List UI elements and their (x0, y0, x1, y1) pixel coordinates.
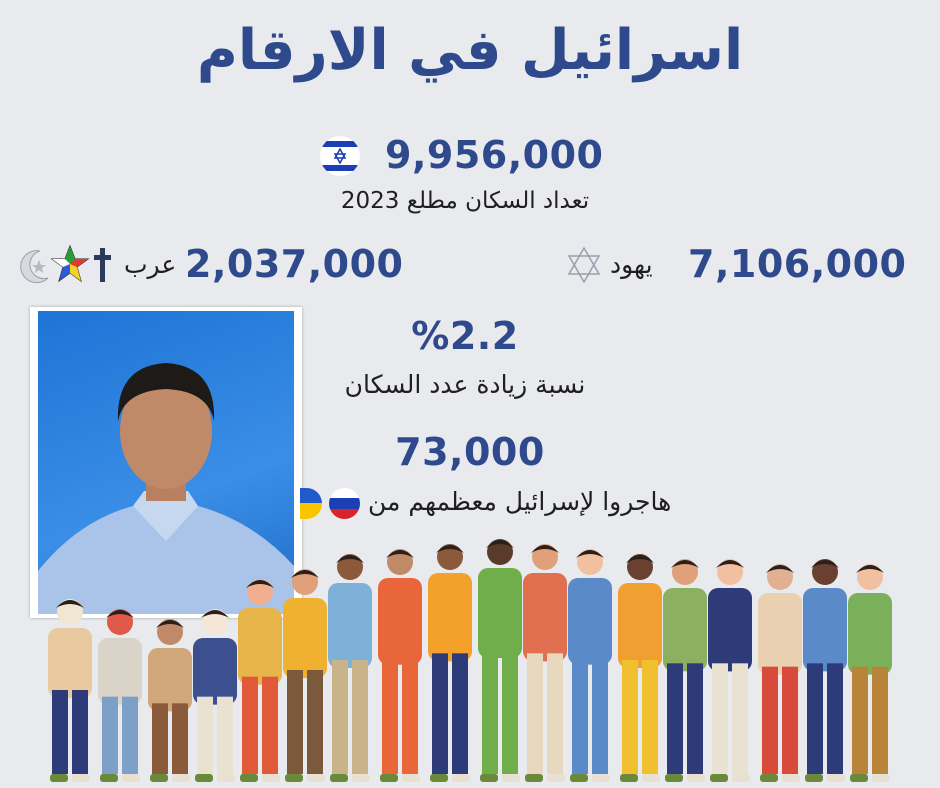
israel-flag-icon (320, 136, 360, 176)
ukraine-flag-icon (300, 488, 322, 519)
crescent-icon (18, 248, 52, 288)
crowd-person (663, 559, 707, 782)
immigration-label: هاجروا لإسرائيل معظمهم من (368, 487, 672, 516)
crowd-person (238, 579, 282, 782)
crowd-illustration (48, 539, 892, 782)
total-population-label: تعداد السكان مطلع 2023 (340, 188, 590, 214)
crowd-person (478, 539, 522, 782)
crowd-person (378, 549, 422, 782)
cross-icon (93, 246, 111, 288)
arabs-label: عرب (124, 250, 177, 279)
crowd-person (568, 549, 612, 782)
page-title: اسرائيل في الارقام (196, 18, 744, 83)
jews-value: 7,106,000 (688, 242, 907, 286)
crowd-person (428, 544, 472, 782)
druze-star-icon (50, 244, 90, 288)
crowd-person (618, 554, 662, 782)
crowd-person (848, 564, 892, 782)
crowd-person (523, 544, 567, 782)
crowd-person (98, 609, 142, 782)
crowd-person (708, 559, 752, 782)
crowd-person (283, 569, 327, 782)
crowd-person (803, 559, 847, 782)
star-of-david-icon (566, 245, 602, 289)
growth-value: %2.2 (411, 314, 519, 358)
crowd-person (148, 619, 192, 782)
immigration-value: 73,000 (395, 430, 545, 474)
crowd-person (193, 609, 237, 782)
person-photo (30, 307, 302, 618)
growth-label: نسبة زيادة عدد السكان (344, 370, 586, 399)
arabs-value: 2,037,000 (185, 242, 404, 286)
crowd-person (758, 564, 802, 782)
total-population-value: 9,956,000 (385, 133, 604, 177)
russia-flag-icon (329, 488, 360, 519)
jews-label: يهود (610, 250, 653, 279)
crowd-person (48, 599, 92, 782)
crowd-person (328, 554, 372, 782)
